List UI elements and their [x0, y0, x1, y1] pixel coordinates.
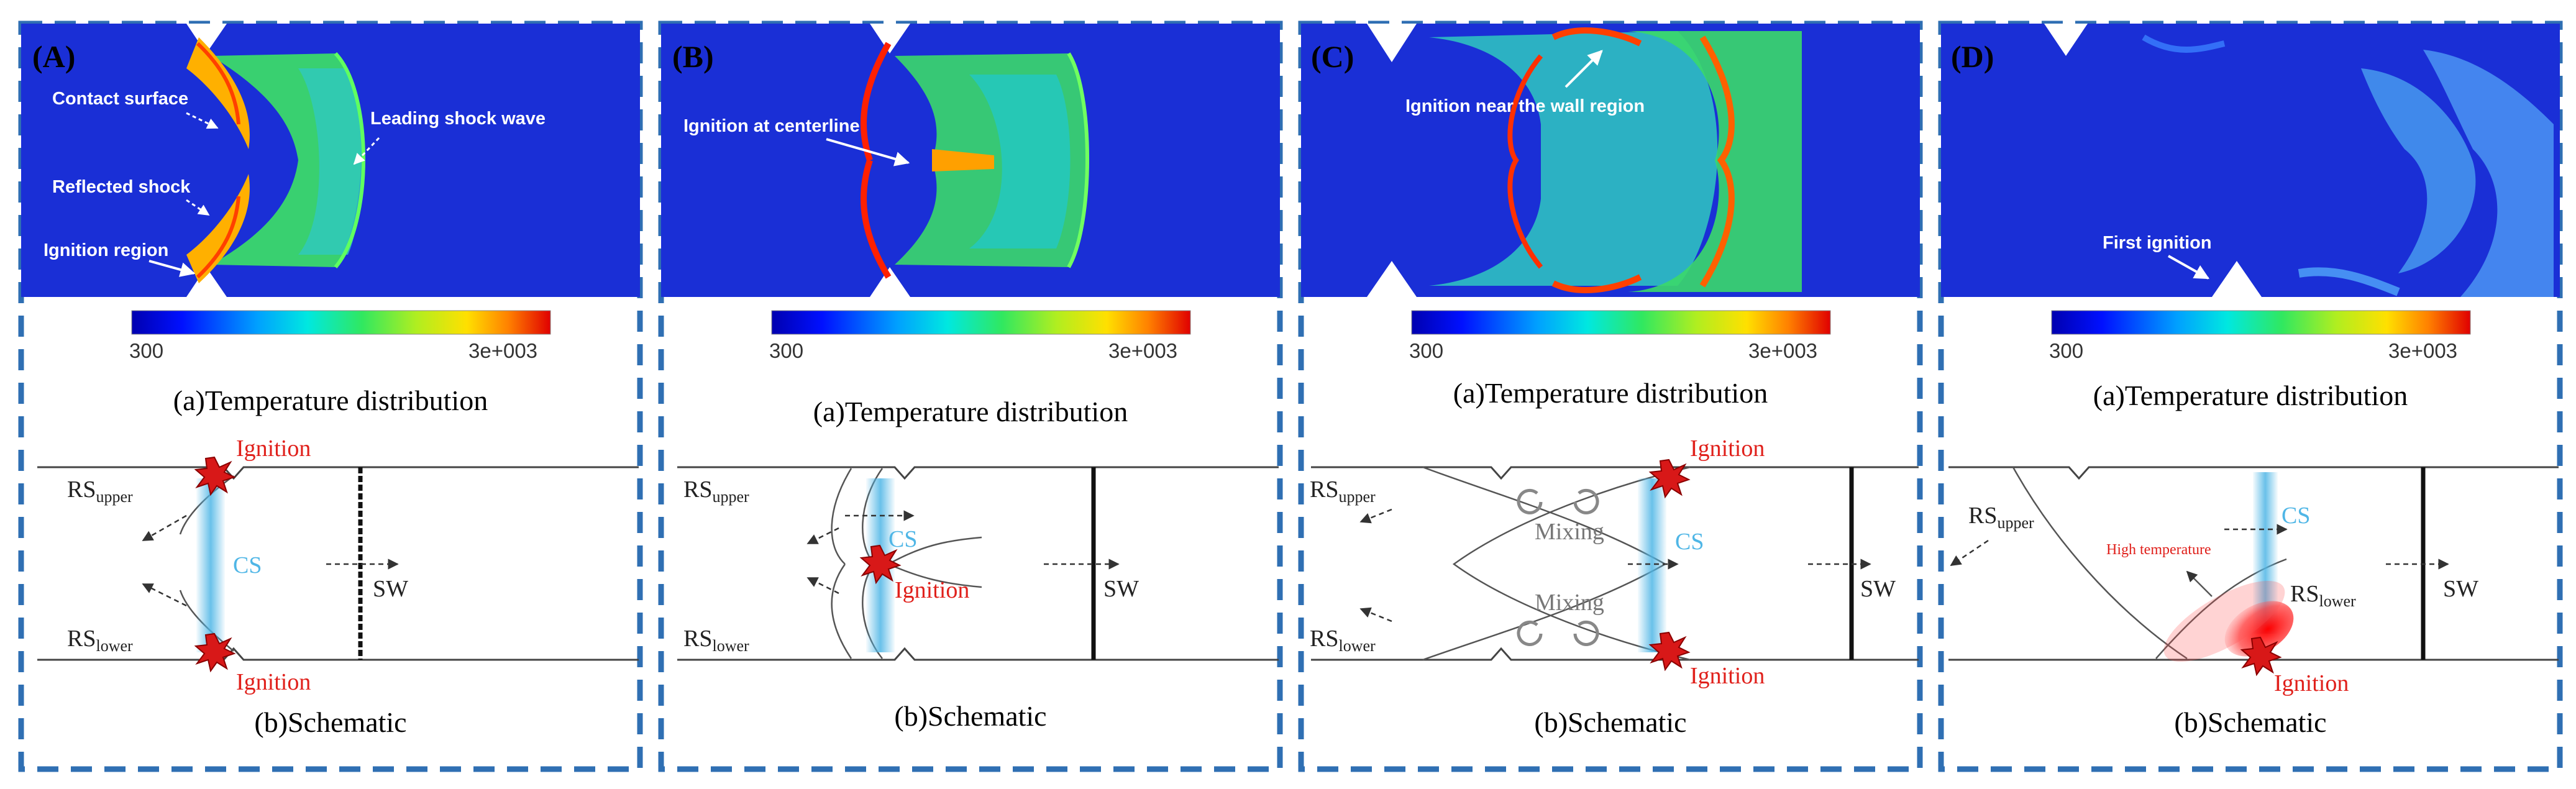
annotation-ignition-near-the-wall-region: Ignition near the wall region — [1405, 96, 1645, 116]
panel-d-cs: CS — [2281, 503, 2310, 529]
annotation-ignition-region: Ignition region — [43, 240, 168, 260]
panel-d-caption-a: (a)Temperature distribution — [2093, 380, 2408, 411]
panel-b-sw: SW — [1103, 576, 1139, 602]
panel-c-temperature-field — [1301, 24, 1920, 297]
panel-b-rs-lower: RSlower — [683, 626, 749, 655]
panel-a-caption-b: (b)Schematic — [254, 706, 406, 738]
panel-c-mixing-bottom: Mixing — [1535, 590, 1604, 616]
panel-c-caption-b: (b)Schematic — [1534, 706, 1686, 738]
panel-c-ignition-bottom: Ignition — [1690, 663, 1765, 689]
panel-c-rs-lower: RSlower — [1310, 626, 1376, 655]
panel-d-label: (D) — [1951, 39, 1994, 74]
panel-d-temperature-field — [1941, 24, 2560, 297]
panel-d-schematic — [1948, 466, 2559, 675]
panel-a-colorbar-min: 300 — [129, 339, 163, 362]
panel-a-caption-a: (a)Temperature distribution — [173, 385, 488, 416]
panel-a: (A) Contact surface Leading shock wave R… — [18, 21, 643, 772]
panel-c-cs: CS — [1675, 529, 1704, 555]
panel-b-schematic — [677, 466, 1279, 661]
annotation-contact-surface: Contact surface — [52, 89, 188, 109]
panel-b-colorbar-max: 3e+003 — [1108, 339, 1177, 362]
panel-b-colorbar — [771, 310, 1191, 335]
panel-b: (B) Ignition at centerline 300 3e+003 (a… — [658, 21, 1283, 772]
annotation-ignition-at-centerline: Ignition at centerline — [683, 116, 860, 136]
panel-d: (D) First ignition 300 3e+003 (a)Tempera… — [1938, 21, 2563, 772]
panel-b-colorbar-min: 300 — [769, 339, 803, 362]
panel-a-sw: SW — [373, 576, 408, 602]
panel-b-caption-a: (a)Temperature distribution — [813, 396, 1128, 427]
panel-a-rs-upper: RSupper — [67, 477, 133, 506]
panel-b-caption-b: (b)Schematic — [894, 700, 1046, 732]
panel-b-rs-upper: RSupper — [683, 477, 749, 506]
panel-d-colorbar-min: 300 — [2049, 339, 2083, 362]
panel-c-caption-a: (a)Temperature distribution — [1453, 377, 1768, 409]
panel-c-schematic — [1311, 459, 1919, 670]
panel-c-ignition-top: Ignition — [1690, 436, 1765, 462]
panel-a-ignition-top: Ignition — [236, 436, 311, 462]
panel-b-cs: CS — [888, 526, 917, 552]
panel-a-label: (A) — [32, 39, 75, 74]
panel-a-colorbar — [131, 310, 551, 335]
panel-a-schematic — [37, 457, 639, 672]
panel-d-rs-lower: RSlower — [2290, 581, 2356, 610]
panel-c-sw: SW — [1860, 576, 1896, 602]
annotation-leading-shock-wave: Leading shock wave — [370, 109, 546, 129]
annotation-reflected-shock: Reflected shock — [52, 177, 191, 197]
panel-b-temperature-field — [661, 24, 1280, 297]
panel-d-colorbar — [2051, 310, 2471, 335]
annotation-first-ignition: First ignition — [2103, 233, 2212, 253]
panel-a-ignition-bottom: Ignition — [236, 669, 311, 695]
panel-c-colorbar-min: 300 — [1409, 339, 1443, 362]
panel-c-colorbar — [1411, 310, 1831, 335]
panel-c-label: (C) — [1311, 39, 1354, 74]
panel-c-mixing-top: Mixing — [1535, 519, 1604, 545]
panel-d-caption-b: (b)Schematic — [2174, 706, 2326, 738]
panel-d-colorbar-max: 3e+003 — [2388, 339, 2457, 362]
panel-c: (C) Ignition near the wall region 300 3e… — [1298, 21, 1923, 772]
panel-b-label: (B) — [672, 39, 714, 74]
panel-b-ignition: Ignition — [895, 577, 969, 603]
panel-d-ignition: Ignition — [2274, 670, 2349, 696]
panel-d-sw: SW — [2443, 576, 2478, 602]
panel-c-colorbar-max: 3e+003 — [1748, 339, 1817, 362]
panel-a-colorbar-max: 3e+003 — [468, 339, 537, 362]
panel-a-cs: CS — [233, 552, 262, 578]
panel-d-rs-upper: RSupper — [1968, 503, 2034, 532]
panel-a-temperature-field — [21, 24, 640, 297]
panel-a-rs-lower: RSlower — [67, 626, 133, 655]
panel-d-high-temperature: High temperature — [2106, 542, 2211, 558]
panel-c-rs-upper: RSupper — [1310, 477, 1376, 506]
